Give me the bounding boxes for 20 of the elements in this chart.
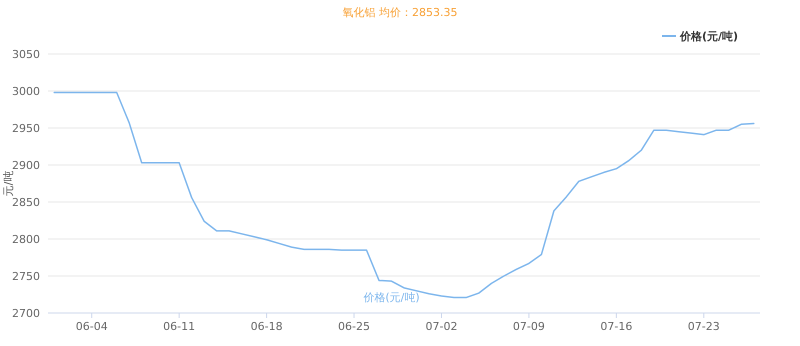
y-tick-label: 2700 [12, 307, 40, 320]
x-tick-label: 06-11 [163, 320, 196, 333]
x-tick-label: 06-25 [338, 320, 370, 333]
y-tick-label: 2900 [12, 159, 40, 172]
x-tick-label: 07-16 [600, 320, 632, 333]
x-tick-label: 06-04 [76, 320, 108, 333]
x-tick-label: 06-18 [250, 320, 283, 333]
y-tick-label: 2950 [12, 122, 40, 135]
text: 价格(元/吨) [363, 291, 420, 304]
legend-label: 价格(元/吨) [679, 30, 738, 43]
y-tick-label: 2750 [12, 270, 40, 283]
x-tick-label: 07-23 [688, 320, 720, 333]
y-tick-label: 2850 [12, 196, 40, 209]
y-axis-title: 元/吨 [2, 170, 15, 196]
x-tick-label: 07-09 [512, 320, 545, 333]
y-tick-label: 3050 [12, 48, 40, 61]
y-tick-label: 2800 [12, 233, 40, 246]
chart-title: 氧化铝 均价：2853.35 [342, 6, 458, 19]
y-tick-label: 3000 [12, 85, 40, 98]
x-tick-label: 07-02 [425, 320, 458, 333]
